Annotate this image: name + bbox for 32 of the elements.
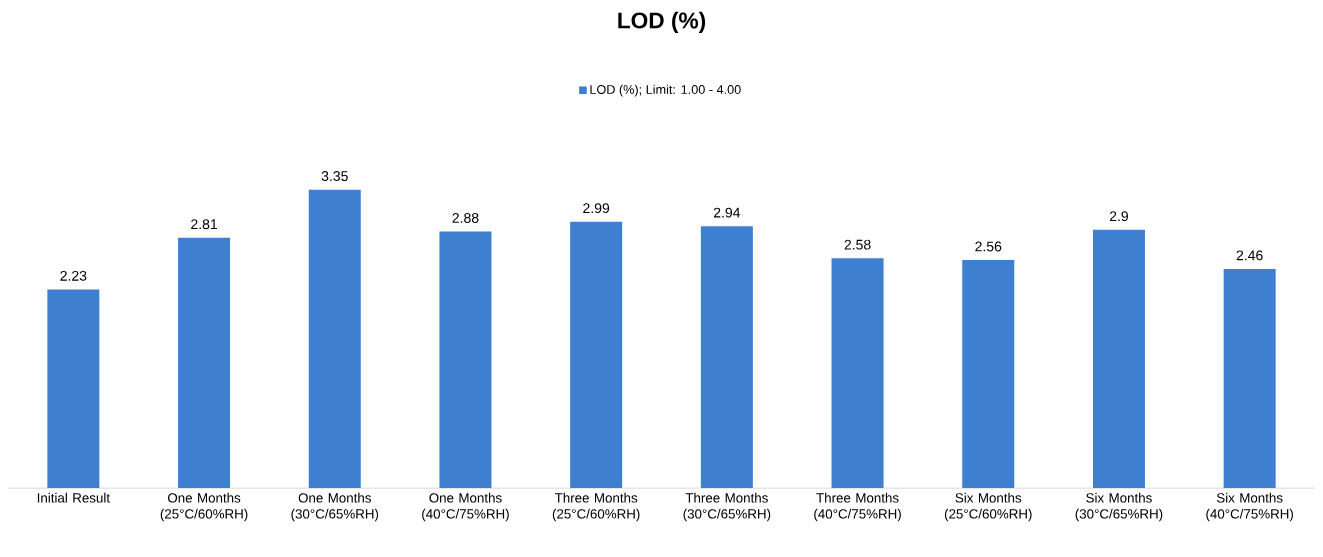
bar xyxy=(308,189,361,488)
x-tick-label: Three Months (30°C/65%RH) xyxy=(683,492,771,522)
x-tick-label: Six Months (40°C/75%RH) xyxy=(1206,492,1293,522)
data-label: 2.23 xyxy=(60,270,87,281)
x-tick-label: Three Months (40°C/75%RH) xyxy=(814,492,901,522)
legend-label: LOD (%); Limit: 1.00 - 4.00 xyxy=(590,84,741,97)
x-tick-label: Six Months (30°C/65%RH) xyxy=(1075,492,1163,522)
bar xyxy=(570,221,623,488)
data-label: 2.81 xyxy=(191,218,217,229)
bar xyxy=(178,237,231,488)
data-label: 2.9 xyxy=(1109,210,1129,221)
x-tick-label: One Months (25°C/60%RH) xyxy=(160,492,248,522)
bar xyxy=(700,226,753,488)
bar xyxy=(1092,229,1145,488)
x-tick-label: One Months (40°C/75%RH) xyxy=(422,492,509,522)
x-tick-label: Six Months (25°C/60%RH) xyxy=(944,492,1032,522)
data-label: 2.88 xyxy=(452,212,479,223)
data-label: 2.94 xyxy=(713,207,741,218)
data-label: 2.99 xyxy=(583,202,610,213)
x-tick-label: Initial Result xyxy=(37,492,110,503)
data-label: 2.56 xyxy=(975,241,1002,252)
data-label: 2.46 xyxy=(1236,250,1263,261)
x-tick-label: One Months (30°C/65%RH) xyxy=(291,492,379,522)
data-label: 3.35 xyxy=(321,170,348,181)
bar xyxy=(962,259,1015,488)
bar xyxy=(47,289,100,488)
bar xyxy=(1223,268,1276,488)
data-label: 2.58 xyxy=(844,239,871,250)
bar xyxy=(439,231,492,488)
chart-title: LOD (%) xyxy=(618,11,706,33)
x-tick-label: Three Months (25°C/60%RH) xyxy=(552,492,640,522)
bar xyxy=(831,258,884,488)
